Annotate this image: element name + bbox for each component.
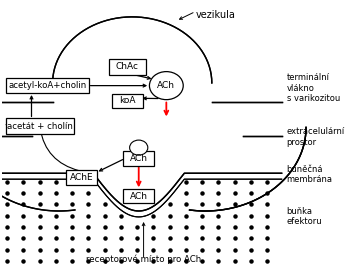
Bar bbox=[2, 1, 282, 162]
Text: AChE: AChE bbox=[70, 173, 94, 182]
Text: vezikula: vezikula bbox=[196, 10, 235, 20]
Text: koA: koA bbox=[119, 96, 136, 105]
Text: terminální
vlákno
s varikozitou: terminální vlákno s varikozitou bbox=[287, 73, 340, 103]
Text: receptorové místo pro ACh: receptorové místo pro ACh bbox=[86, 254, 201, 264]
FancyBboxPatch shape bbox=[109, 59, 146, 75]
FancyBboxPatch shape bbox=[6, 118, 74, 134]
Text: ACh: ACh bbox=[157, 81, 175, 90]
Text: ACh: ACh bbox=[130, 192, 148, 201]
Circle shape bbox=[130, 140, 148, 155]
Text: ACh: ACh bbox=[130, 154, 148, 163]
FancyBboxPatch shape bbox=[123, 189, 154, 204]
Text: buňka
efektoru: buňka efektoru bbox=[287, 207, 322, 226]
Text: acetát + cholín: acetát + cholín bbox=[7, 122, 73, 131]
Circle shape bbox=[150, 72, 183, 100]
Text: buněčná
membrána: buněčná membrána bbox=[287, 165, 333, 184]
FancyBboxPatch shape bbox=[67, 170, 97, 185]
Text: acetyl-koA+cholin: acetyl-koA+cholin bbox=[8, 81, 87, 90]
FancyBboxPatch shape bbox=[123, 151, 154, 166]
FancyBboxPatch shape bbox=[6, 78, 89, 93]
Text: ChAc: ChAc bbox=[116, 62, 139, 71]
Text: extracelulární
prostor: extracelulární prostor bbox=[287, 127, 345, 147]
FancyBboxPatch shape bbox=[112, 94, 143, 108]
